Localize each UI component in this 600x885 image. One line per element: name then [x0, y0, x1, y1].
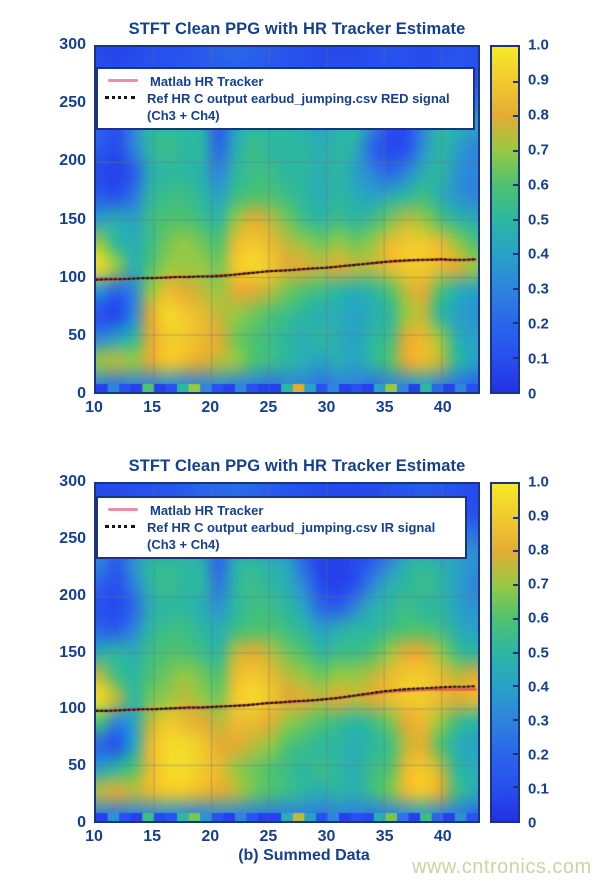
- colorbar-tick-label: 0.8: [528, 541, 549, 559]
- legend-box-ir: Matlab HR Tracker Ref HR C output earbud…: [96, 496, 467, 560]
- x-tick-label: 10: [85, 828, 103, 845]
- colorbar-tick-label: 0: [528, 814, 537, 832]
- colorbar-tick-mark: [513, 287, 518, 290]
- x-tick-label: 25: [259, 399, 278, 416]
- dotted-line-swatch: [105, 525, 135, 529]
- x-tick-label: 35: [375, 399, 394, 416]
- colorbar-tick-label: 0.6: [528, 176, 549, 194]
- colorbar-tick-mark: [513, 115, 518, 117]
- x-tick-label: 15: [143, 399, 162, 416]
- colorbar-tick-mark: [513, 550, 518, 553]
- colorbar-tick-mark: [513, 322, 518, 324]
- spectrogram-plot-ir: Matlab HR Tracker Ref HR C output earbud…: [94, 482, 480, 823]
- colorbar-tick-label: 0.8: [528, 106, 549, 124]
- colorbar-tick-label: 0.3: [528, 280, 549, 298]
- colorbar-tick-label: 0.3: [528, 712, 549, 730]
- colorbar-tick-mark: [513, 718, 518, 721]
- watermark-text: www.cntronics.com: [412, 856, 592, 878]
- colorbar-tick-mark: [513, 685, 518, 688]
- x-tick-label: 30: [317, 399, 336, 416]
- y-tick-label: 200: [59, 152, 86, 170]
- legend-label-matlab: Matlab HR Tracker: [150, 74, 264, 89]
- colorbar-tick-mark: [513, 253, 518, 255]
- colorbar-tick-mark: [513, 584, 518, 587]
- legend-row-ref: Ref HR C output earbud_jumping.csv IR si…: [105, 519, 457, 553]
- colorbar-tick-mark: [513, 516, 518, 519]
- colorbar-tick-mark: [513, 356, 518, 359]
- colorbar-tick-label: 0.5: [528, 211, 549, 228]
- y-tick-label: 100: [59, 268, 86, 286]
- legend-box-red: Matlab HR Tracker Ref HR C output earbud…: [96, 67, 475, 131]
- colorbar-tick-mark: [513, 218, 518, 221]
- spectrogram-plot-red: Matlab HR Tracker Ref HR C output earbud…: [94, 45, 480, 394]
- colorbar-tick-label: 0.7: [528, 141, 549, 159]
- colorbar-tick-mark: [513, 617, 518, 620]
- legend-label-ref: Ref HR C output earbud_jumping.csv RED s…: [147, 91, 450, 124]
- colorbar-tick-label: 0.2: [528, 315, 549, 333]
- y-tick-label: 300: [59, 473, 86, 490]
- x-tick-label: 20: [201, 399, 220, 416]
- colorbar-tick-mark: [513, 786, 518, 789]
- colorbar-tick-mark: [513, 149, 518, 152]
- chart-title-ir: STFT Clean PPG with HR Tracker Estimate: [128, 457, 466, 475]
- colorbar-tick-label: 1.0: [528, 473, 549, 491]
- y-tick-label: 50: [68, 757, 86, 775]
- colorbar-tick-label: 0.9: [528, 71, 549, 89]
- pink-line-swatch: [108, 79, 138, 82]
- colorbar-tick-mark: [513, 651, 518, 654]
- colorbar-tick-mark: [513, 80, 518, 83]
- x-tick-label: 40: [433, 399, 452, 416]
- x-tick-label: 15: [143, 828, 162, 845]
- pink-line-swatch: [108, 508, 138, 511]
- colorbar-tick-label: 0.2: [528, 746, 549, 764]
- x-tick-label: 10: [85, 399, 103, 416]
- colorbar-red: [490, 45, 520, 394]
- y-tick-label: 100: [59, 700, 86, 718]
- colorbar-tick-mark: [513, 184, 518, 186]
- x-tick-label: 30: [317, 828, 336, 845]
- colorbar-tick-mark: [513, 752, 518, 755]
- colorbar-ir: [490, 482, 520, 823]
- colorbar-tick-label: 0.6: [528, 609, 549, 627]
- y-tick-label: 0: [77, 814, 86, 831]
- x-tick-label: 20: [201, 828, 220, 845]
- legend-row-ref: Ref HR C output earbud_jumping.csv RED s…: [105, 90, 465, 124]
- colorbar-tick-label: 0: [528, 385, 537, 403]
- legend-row-matlab: Matlab HR Tracker: [105, 502, 457, 519]
- y-tick-label: 250: [59, 529, 86, 547]
- y-tick-label: 300: [59, 36, 86, 53]
- colorbar-tick-label: 0.1: [528, 350, 549, 368]
- y-tick-label: 0: [77, 385, 86, 402]
- colorbar-tick-label: 0.4: [528, 678, 549, 696]
- x-tick-label: 25: [259, 828, 278, 845]
- dotted-line-swatch: [105, 96, 135, 100]
- legend-row-matlab: Matlab HR Tracker: [105, 73, 465, 90]
- y-tick-label: 250: [59, 94, 86, 112]
- y-tick-label: 50: [68, 326, 86, 344]
- x-tick-label: 35: [375, 828, 394, 845]
- colorbar-tick-label: 0.7: [528, 575, 549, 593]
- y-tick-label: 150: [59, 643, 86, 661]
- legend-label-matlab: Matlab HR Tracker: [150, 503, 264, 518]
- legend-label-ref: Ref HR C output earbud_jumping.csv IR si…: [147, 520, 436, 553]
- figure-caption: (b) Summed Data: [238, 847, 370, 864]
- y-tick-label: 200: [59, 586, 86, 604]
- colorbar-tick-label: 0.4: [528, 245, 549, 263]
- colorbar-tick-label: 0.5: [528, 644, 549, 661]
- y-tick-label: 150: [59, 210, 86, 228]
- chart-title-red: STFT Clean PPG with HR Tracker Estimate: [128, 20, 466, 38]
- colorbar-tick-label: 0.1: [528, 780, 549, 798]
- colorbar-tick-label: 1.0: [528, 36, 549, 54]
- colorbar-tick-label: 0.9: [528, 507, 549, 525]
- x-tick-label: 40: [433, 828, 452, 845]
